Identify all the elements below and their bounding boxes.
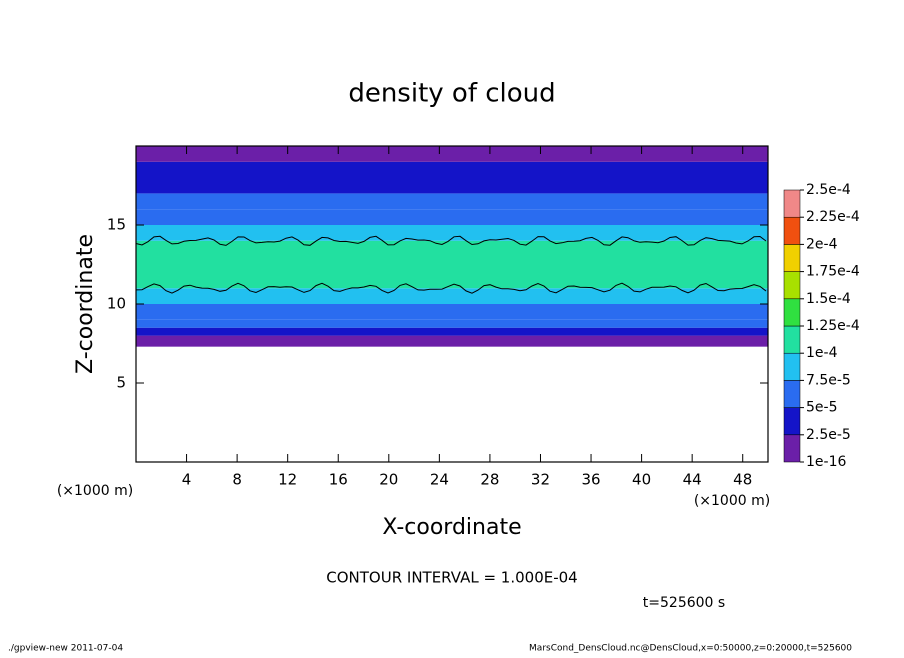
density-band (136, 288, 768, 304)
density-band (136, 161, 768, 194)
x-tick-label: 24 (430, 471, 449, 489)
density-band (136, 193, 768, 210)
density-band (136, 209, 768, 225)
contour-label: CONTOUR INTERVAL = 1.000E-04 (326, 569, 577, 587)
y-tick-label: 10 (107, 295, 126, 313)
y-axis-label: Z-coordinate (73, 234, 98, 374)
colorbar-label: 1.5e-4 (806, 291, 851, 307)
density-band (136, 240, 768, 289)
x-tick-label: 32 (531, 471, 550, 489)
x-tick-label: 20 (379, 471, 398, 489)
colorbar-swatch (783, 298, 801, 327)
colorbar-swatch (783, 244, 801, 272)
colorbar-swatch (783, 352, 801, 381)
x-tick-label: 4 (182, 471, 192, 489)
x-tick-label: 40 (632, 471, 651, 489)
colorbar-label: 2.25e-4 (806, 209, 860, 225)
y-tick-label: 5 (116, 374, 126, 392)
x-tick-label: 28 (480, 471, 499, 489)
density-band (136, 225, 768, 241)
contour-line (135, 235, 767, 246)
footer-right: MarsCond_DensCloud.nc@DensCloud,x=0:5000… (529, 644, 852, 654)
density-band (136, 335, 768, 347)
x-tick-label: 48 (733, 471, 752, 489)
x-tick-label: 12 (278, 471, 297, 489)
colorbar-label: 2e-4 (806, 236, 838, 252)
colorbar-label: 2.5e-5 (806, 427, 851, 443)
y-tick-label: 15 (107, 216, 126, 234)
density-band (136, 146, 768, 162)
colorbar-label: 7.5e-5 (806, 372, 851, 388)
x-unit: (×1000 m) (694, 493, 770, 509)
colorbar-swatch (783, 216, 801, 245)
colorbar-label: 1.25e-4 (806, 318, 860, 334)
colorbar-swatch (783, 407, 801, 436)
colorbar-swatch (783, 189, 801, 218)
x-tick-label: 44 (683, 471, 702, 489)
density-band (136, 319, 768, 328)
colorbar-swatch (783, 380, 801, 408)
density-band (136, 327, 768, 336)
colorbar-label: 5e-5 (806, 400, 837, 416)
colorbar-swatch (783, 325, 801, 354)
colorbar-label: 1e-16 (806, 454, 846, 470)
colorbar-label: 2.5e-4 (806, 182, 851, 198)
colorbar-label: 1e-4 (806, 345, 838, 361)
colorbar-swatch (783, 434, 801, 463)
x-axis-label: X-coordinate (382, 515, 521, 540)
x-tick-label: 8 (232, 471, 242, 489)
colorbar-swatch (783, 271, 801, 300)
time-label: t=525600 s (643, 595, 725, 611)
footer-left: ./gpview-new 2011-07-04 (8, 644, 123, 654)
colorbar-label: 1.75e-4 (806, 264, 860, 280)
y-unit: (×1000 m) (57, 483, 133, 499)
x-tick-label: 16 (329, 471, 348, 489)
contour-line (135, 282, 767, 294)
x-tick-label: 36 (581, 471, 600, 489)
chart-title: density of cloud (348, 79, 555, 109)
density-band (136, 304, 768, 320)
